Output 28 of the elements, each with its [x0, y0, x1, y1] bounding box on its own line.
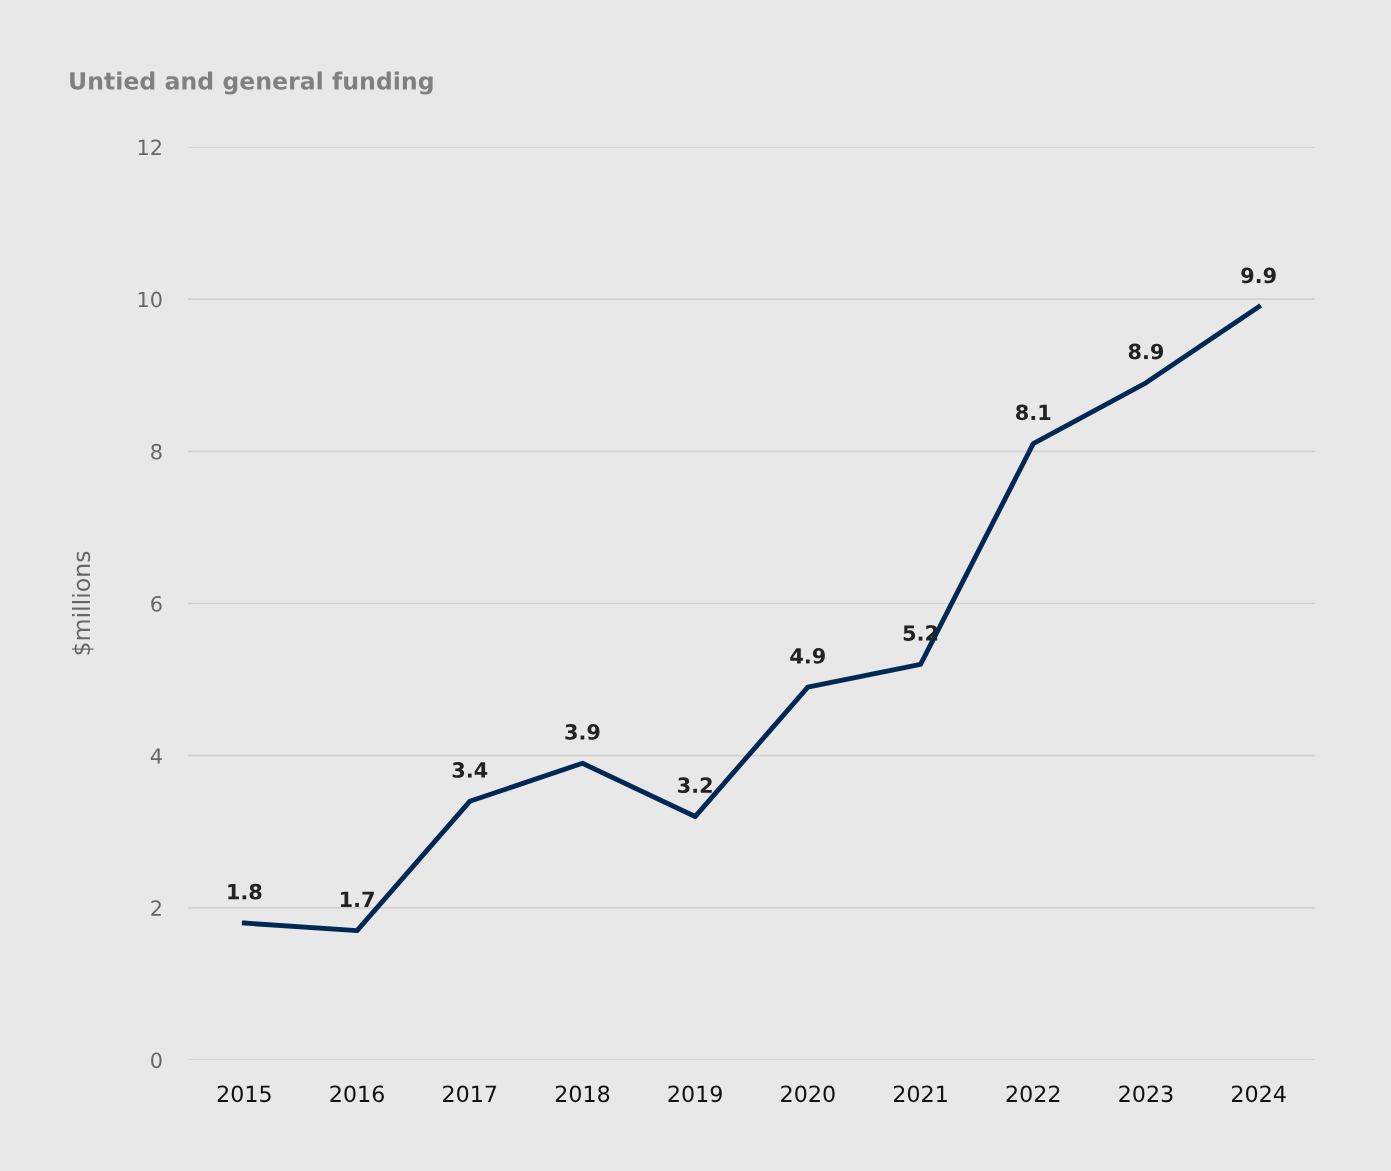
- x-tick-label: 2024: [1232, 1085, 1286, 1103]
- x-tick-label: 2023: [1119, 1085, 1173, 1103]
- data-label: 3.2: [678, 777, 712, 794]
- y-tick-label: 12: [138, 139, 161, 155]
- data-label: 9.9: [1241, 267, 1276, 284]
- x-tick-label: 2019: [668, 1085, 722, 1103]
- x-tick-label: 2018: [555, 1085, 610, 1103]
- y-tick-label: 6: [151, 595, 162, 612]
- data-label: 1.8: [228, 883, 262, 900]
- y-tick-label: 8: [151, 443, 162, 460]
- x-tick-label: 2021: [893, 1085, 947, 1103]
- y-tick-label: 10: [138, 291, 162, 308]
- x-tick-label: 2017: [443, 1085, 497, 1103]
- x-tick-label: 2016: [330, 1085, 384, 1103]
- data-label: 8.1: [1016, 404, 1051, 421]
- y-tick-label: 2: [151, 900, 161, 916]
- x-tick-label: 2022: [1006, 1085, 1060, 1103]
- data-label: 3.9: [565, 724, 600, 740]
- x-tick-label: 2015: [217, 1085, 271, 1103]
- data-label: 4.9: [790, 647, 825, 664]
- x-tick-label: 2020: [781, 1085, 835, 1103]
- y-tick-label: 4: [150, 748, 162, 764]
- y-axis-title: $millions: [71, 551, 94, 655]
- chart-title: Untied and general funding: [70, 71, 433, 95]
- data-label: 8.9: [1128, 343, 1164, 360]
- data-label: 1.7: [340, 891, 374, 907]
- data-label: 3.4: [452, 762, 488, 778]
- y-tick-label: 0: [151, 1052, 162, 1069]
